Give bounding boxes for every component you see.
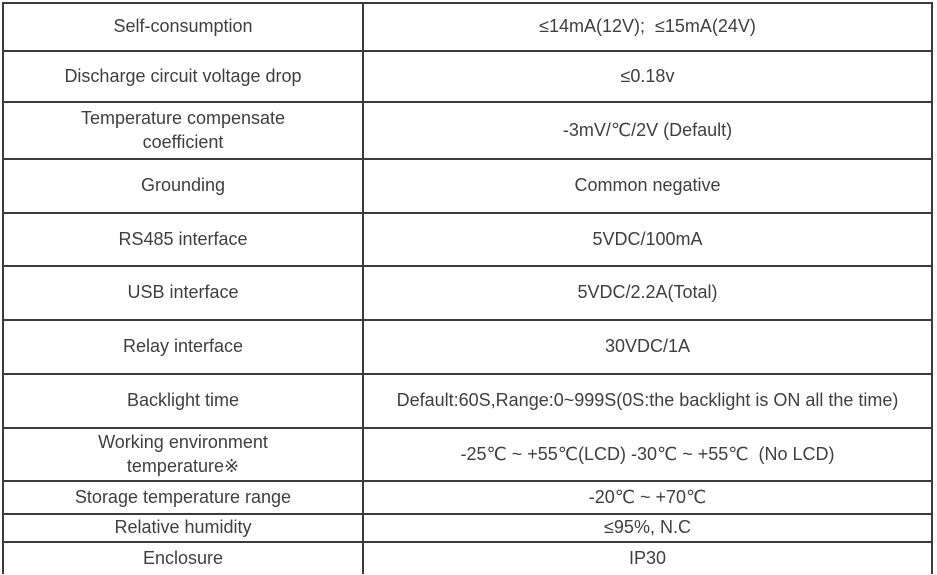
spec-label: Enclosure (142, 547, 224, 568)
table-row: Backlight time Default:60S,Range:0~999S(… (4, 375, 931, 429)
spec-value: ≤14mA(12V); ≤15mA(24V) (539, 16, 756, 37)
spec-label: USB interface (127, 282, 239, 303)
spec-value: -20℃ ~ +70℃ (588, 486, 707, 507)
spec-value: IP30 (628, 547, 667, 568)
spec-value: 5VDC/2.2A(Total) (577, 282, 718, 303)
spec-value: 30VDC/1A (604, 336, 691, 357)
spec-label-cell: Relative humidity (4, 515, 364, 541)
spec-value: -25℃ ~ +55℃(LCD) -30℃ ~ +55℃ (No LCD) (460, 443, 835, 464)
spec-value-cell: IP30 (364, 543, 931, 574)
spec-label: RS485 interface (118, 228, 248, 249)
table-row: Grounding Common negative (4, 160, 931, 214)
spec-label-cell: Storage temperature range (4, 482, 364, 513)
spec-label-cell: Relay interface (4, 321, 364, 373)
spec-label: Storage temperature range (74, 486, 292, 507)
spec-value: -3mV/℃/2V (Default) (562, 119, 733, 140)
table-row: Relay interface 30VDC/1A (4, 321, 931, 375)
spec-value-cell: Common negative (364, 160, 931, 212)
spec-label-cell: USB interface (4, 267, 364, 319)
spec-label: Backlight time (126, 390, 240, 411)
spec-value-cell: ≤14mA(12V); ≤15mA(24V) (364, 4, 931, 50)
spec-label-cell: Working environment temperature※ (4, 429, 364, 480)
spec-value-cell: -3mV/℃/2V (Default) (364, 103, 931, 158)
spec-label-cell: RS485 interface (4, 214, 364, 265)
spec-label-cell: Temperature compensate coefficient (4, 103, 364, 158)
spec-value-cell: -25℃ ~ +55℃(LCD) -30℃ ~ +55℃ (No LCD) (364, 429, 931, 480)
spec-value-cell: ≤95%, N.C (364, 515, 931, 541)
spec-value: 5VDC/100mA (592, 228, 703, 249)
table-row: RS485 interface 5VDC/100mA (4, 214, 931, 267)
table-row: Relative humidity ≤95%, N.C (4, 515, 931, 543)
spec-label: Grounding (140, 175, 226, 196)
spec-value: ≤0.18v (620, 65, 675, 86)
spec-label-cell: Self-consumption (4, 4, 364, 50)
spec-value-cell: 5VDC/2.2A(Total) (364, 267, 931, 319)
spec-label: Self-consumption (113, 16, 253, 37)
spec-label: Working environment temperature※ (98, 432, 273, 476)
spec-value-cell: Default:60S,Range:0~999S(0S:the backligh… (364, 375, 931, 427)
table-row: Storage temperature range -20℃ ~ +70℃ (4, 482, 931, 515)
spec-label: Relative humidity (114, 517, 252, 538)
spec-value-cell: -20℃ ~ +70℃ (364, 482, 931, 513)
table-row: Self-consumption ≤14mA(12V); ≤15mA(24V) (4, 4, 931, 52)
table-row: Temperature compensate coefficient -3mV/… (4, 103, 931, 160)
spec-value: Default:60S,Range:0~999S(0S:the backligh… (396, 390, 899, 411)
spec-value: Common negative (574, 175, 721, 196)
table-row: Enclosure IP30 (4, 543, 931, 574)
table-row: USB interface 5VDC/2.2A(Total) (4, 267, 931, 321)
spec-label: Relay interface (122, 336, 244, 357)
spec-value: ≤95%, N.C (604, 517, 691, 538)
spec-value-cell: 5VDC/100mA (364, 214, 931, 265)
spec-label-cell: Enclosure (4, 543, 364, 574)
spec-label: Discharge circuit voltage drop (64, 65, 302, 86)
spec-label-cell: Discharge circuit voltage drop (4, 52, 364, 101)
spec-label-cell: Backlight time (4, 375, 364, 427)
table-row: Discharge circuit voltage drop ≤0.18v (4, 52, 931, 103)
spec-value-cell: 30VDC/1A (364, 321, 931, 373)
spec-value-cell: ≤0.18v (364, 52, 931, 101)
table-row: Working environment temperature※ -25℃ ~ … (4, 429, 931, 482)
spec-label-cell: Grounding (4, 160, 364, 212)
spec-label: Temperature compensate coefficient (80, 108, 291, 152)
